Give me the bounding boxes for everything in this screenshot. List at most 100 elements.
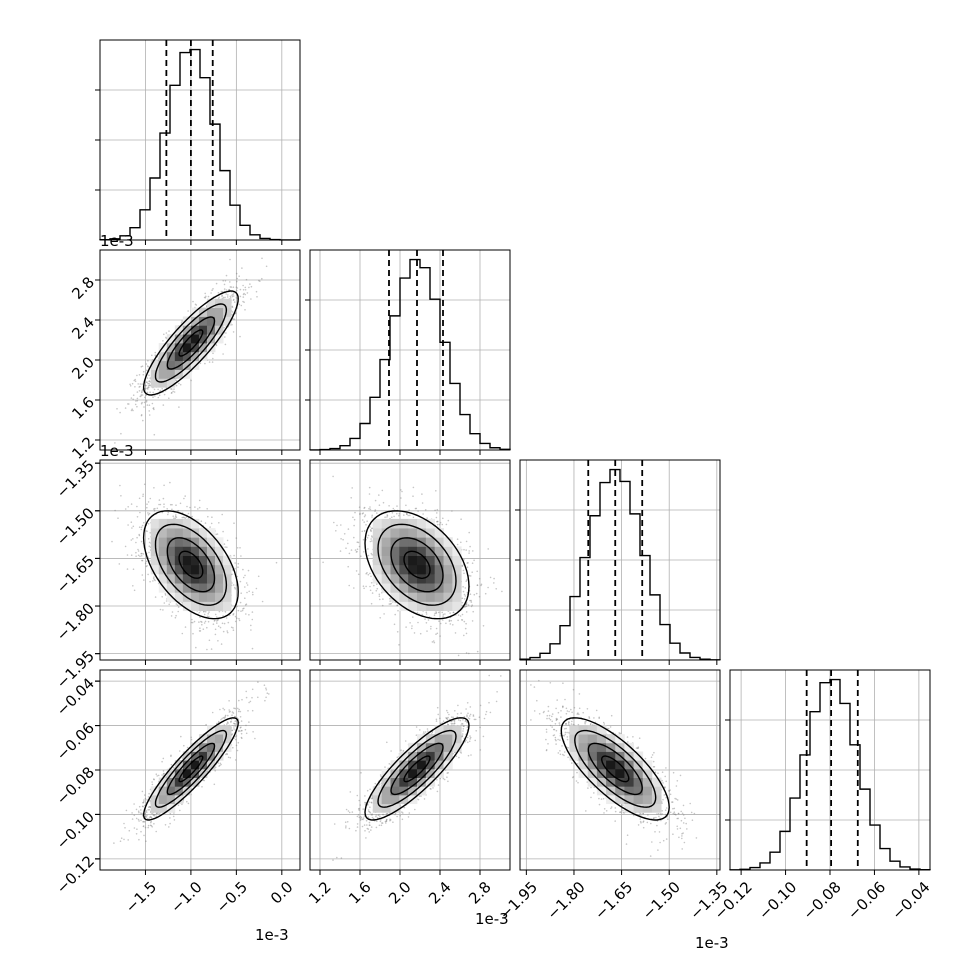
sample-point [187,512,190,515]
sample-point [391,512,394,514]
sample-point [183,516,186,519]
sample-point [170,615,173,617]
sample-point [251,647,254,650]
sample-point [158,503,160,506]
sample-point [119,411,121,414]
sample-point [231,573,233,576]
sample-point [164,593,167,595]
sample-point [141,394,144,396]
sample-point [221,294,223,297]
density-cell [206,592,216,602]
sample-point [208,639,211,642]
sample-point [217,292,220,294]
sample-point [207,515,209,518]
density-cell [166,546,176,556]
sample-point [135,400,137,402]
sample-point [370,552,373,555]
density-cell [198,583,208,593]
sample-point [141,559,144,562]
sample-point [223,543,226,545]
sample-point [174,515,177,518]
sample-point [178,406,180,408]
sample-point [206,648,208,651]
sample-point [261,600,264,603]
density-cell [198,343,208,353]
y-tick-label: 2.8 [68,273,98,303]
sample-point [476,650,479,653]
density-cell [174,537,184,547]
density-cell [182,583,192,593]
sample-point [232,299,235,302]
sample-point [369,508,372,511]
density-cell [190,555,200,566]
sample-point [153,487,155,489]
sample-point [354,549,357,551]
density-cell [182,334,192,344]
contour-line [178,329,204,357]
sample-point [233,522,235,524]
contour-line [166,537,216,593]
density-cell [206,546,216,556]
sample-point [217,618,220,621]
sample-point [145,384,147,387]
sample-point [166,508,168,510]
sample-point [231,295,234,298]
sample-point [231,313,233,316]
sample-point [445,622,447,625]
sample-point [382,501,385,504]
sample-point [153,388,156,391]
sample-point [170,388,172,390]
sample-point [393,623,396,626]
sample-point [232,331,235,333]
sample-point [381,604,384,607]
sample-point [235,272,238,275]
sample-point [156,507,159,510]
sample-point [232,614,234,616]
sample-point [216,620,218,622]
panel-content [322,475,503,657]
sample-point [216,622,218,624]
sample-point [174,616,177,619]
sample-point [470,605,473,608]
density-cell [158,518,168,529]
y-tick-label: 2.4 [68,313,98,343]
density-cell [190,583,200,593]
sample-point [95,425,97,427]
sample-point [138,390,141,392]
sample-point [136,505,138,508]
sample-point [145,399,148,402]
sample-point [203,611,205,613]
sample-point [438,523,441,526]
sample-point [242,293,245,296]
histogram-panel [515,459,721,665]
sample-point [211,289,213,292]
density-cell [182,573,192,584]
sample-point [240,592,242,594]
y-tick-label: −1.65 [53,552,98,597]
sample-point [255,290,258,293]
sample-point [131,382,134,385]
sample-point [244,309,246,311]
sample-point [119,484,121,487]
sample-point [425,611,428,614]
density-cell [150,528,160,538]
sample-point [465,603,468,605]
sample-point [191,515,193,518]
sample-point [245,278,248,281]
sample-point [131,527,133,529]
sample-point [136,374,138,377]
sample-point [178,382,180,385]
sample-point [216,533,219,535]
sample-point [417,510,419,512]
sample-point [466,566,469,568]
sample-point [421,502,424,504]
sample-point [258,279,260,282]
sample-point [202,628,205,630]
contour-line [154,303,228,383]
sample-point [124,508,127,510]
sample-point [238,275,240,278]
sample-point [236,617,238,619]
sample-point [179,502,182,505]
sample-point [363,507,366,509]
sample-point [148,512,151,515]
